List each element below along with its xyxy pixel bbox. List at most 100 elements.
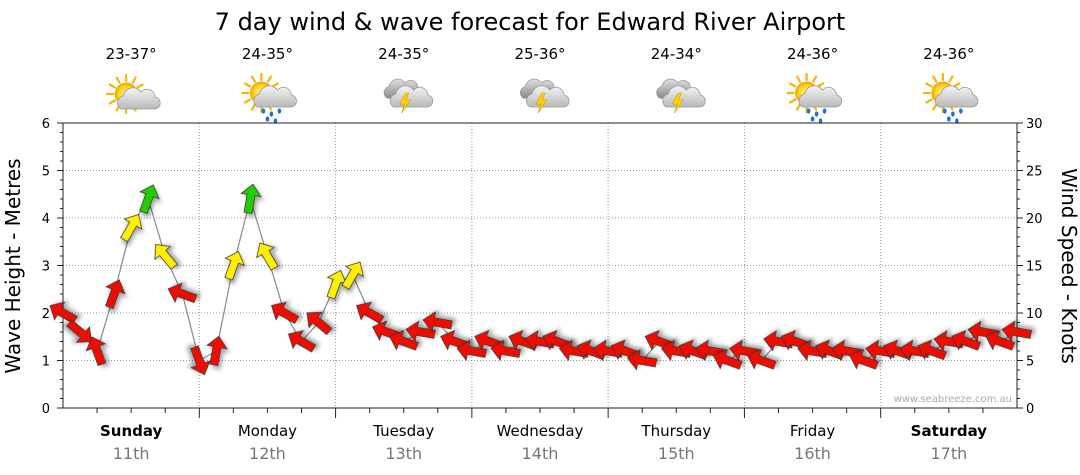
day-date-label: 14th <box>522 444 559 463</box>
wind-arrow <box>917 339 947 361</box>
wind-arrow <box>240 183 262 214</box>
right-tick-label: 0 <box>1026 402 1034 417</box>
storm-icon <box>520 78 570 114</box>
right-axis-title: Wind Speed - Knots <box>1057 168 1080 364</box>
wind-arrow <box>224 250 245 281</box>
chart-title: 7 day wind & wave forecast for Edward Ri… <box>215 8 846 36</box>
cloud-shape <box>253 85 297 108</box>
cloud-shape <box>117 87 161 110</box>
wind-arrow <box>120 213 143 243</box>
lightning-bolt <box>535 92 548 114</box>
right-tick-label: 5 <box>1026 355 1034 370</box>
day-date-label: 15th <box>658 444 695 463</box>
wind-arrows <box>49 183 1032 376</box>
wind-arrow <box>105 279 126 310</box>
rain-drop <box>810 116 815 122</box>
day-name-label: Thursday <box>640 422 711 440</box>
left-axis-title: Wave Height - Metres <box>1 158 25 373</box>
wind-arrow <box>389 330 419 351</box>
rain-drop <box>277 108 282 114</box>
wind-arrow <box>490 339 521 362</box>
temperature-range: 25-36° <box>514 45 565 63</box>
rain-drop <box>959 108 963 114</box>
right-axis: 0 5 10 15 20 25 30 <box>1017 117 1043 417</box>
left-tick-label: 1 <box>42 355 50 370</box>
storm-icon <box>383 78 434 114</box>
wind-arrow <box>66 319 92 343</box>
lightning-bolt <box>671 92 684 114</box>
right-tick-label: 15 <box>1026 260 1043 275</box>
day-date-label: 11th <box>113 444 150 463</box>
day-name-label: Tuesday <box>372 422 434 440</box>
day-name-label: Sunday <box>100 422 163 440</box>
wind-speed-line <box>62 196 1018 362</box>
rain-drop <box>822 108 827 114</box>
wind-arrow <box>626 349 658 371</box>
day-weather-row: 23-37° 24-35° 24-35° 25-36° 24-34° 24-36° 24-3… <box>106 45 979 124</box>
left-tick-label: 2 <box>42 307 50 322</box>
wind-arrow <box>746 349 777 370</box>
temperature-range: 24-34° <box>651 45 702 63</box>
rain-drop <box>265 116 270 122</box>
wind-arrow <box>206 335 228 366</box>
wind-arrow <box>712 349 743 370</box>
rain-drop <box>814 111 819 117</box>
wind-arrow <box>456 339 487 362</box>
day-label-row: Sunday 11th Monday 12th Tuesday 13th Wednesday… <box>96 408 988 463</box>
temperature-range: 24-36° <box>787 45 838 63</box>
cloud-shape <box>798 85 842 108</box>
sun-cloud-rain-icon <box>922 72 979 124</box>
grid-lines <box>63 123 1017 408</box>
wind-arrow <box>306 311 333 336</box>
wind-arrow <box>256 242 279 271</box>
day-name-label: Saturday <box>911 422 988 440</box>
left-tick-label: 6 <box>42 117 50 132</box>
day-date-label: 13th <box>385 444 422 463</box>
rain-drop <box>269 111 274 117</box>
rain-drop <box>806 108 811 114</box>
wind-arrow <box>422 311 453 333</box>
rain-drop <box>947 116 951 122</box>
right-tick-label: 25 <box>1026 165 1043 180</box>
sun-cloud-icon <box>106 73 161 115</box>
day-date-label: 16th <box>794 444 831 463</box>
temperature-range: 24-35° <box>378 45 429 63</box>
cloud-shape <box>934 85 979 108</box>
wind-arrow <box>985 330 1016 351</box>
temperature-range: 24-35° <box>242 45 293 63</box>
wind-arrow <box>1001 320 1032 343</box>
day-date-label: 17th <box>930 444 967 463</box>
right-tick-label: 30 <box>1026 117 1043 132</box>
credit-text: www.seabreeze.com.au <box>894 394 1012 405</box>
left-tick-label: 0 <box>42 402 50 417</box>
left-tick-label: 5 <box>42 165 50 180</box>
wind-arrow <box>85 336 107 367</box>
day-name-label: Friday <box>790 422 836 440</box>
right-tick-label: 20 <box>1026 212 1043 227</box>
sun-cloud-rain-icon <box>786 72 842 124</box>
left-axis: 0 1 2 3 4 5 6 <box>42 117 63 417</box>
wind-arrow <box>951 330 981 351</box>
left-tick-label: 3 <box>42 260 50 275</box>
rain-drop <box>951 111 955 117</box>
day-name-label: Monday <box>238 422 297 440</box>
wind-arrow <box>405 320 436 343</box>
storm-icon <box>656 78 706 114</box>
right-tick-label: 10 <box>1026 307 1043 322</box>
day-name-label: Wednesday <box>497 422 584 440</box>
day-date-label: 12th <box>249 444 286 463</box>
rain-drop <box>261 108 266 114</box>
wind-arrow <box>190 345 211 376</box>
temperature-range: 24-36° <box>923 45 974 63</box>
rain-drop <box>955 118 959 124</box>
wind-arrow <box>49 301 78 325</box>
wind-arrow <box>356 301 385 325</box>
wind-arrow <box>154 244 178 270</box>
lightning-bolt <box>399 92 412 114</box>
sun-cloud-rain-icon <box>241 72 297 124</box>
wind-arrow <box>849 349 879 370</box>
rain-drop <box>818 118 823 124</box>
rain-drop <box>273 118 278 124</box>
left-tick-label: 4 <box>42 212 50 227</box>
wind-arrow <box>287 330 317 353</box>
